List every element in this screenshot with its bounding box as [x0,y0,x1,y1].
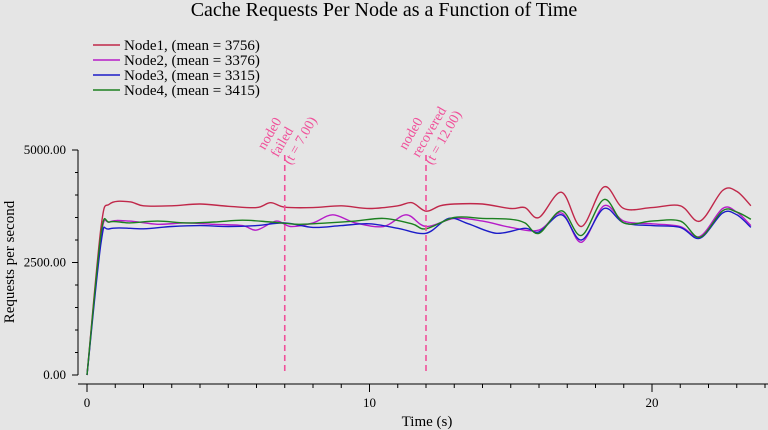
chart-title: Cache Requests Per Node as a Function of… [191,0,578,21]
x-tick-label: 20 [646,395,659,410]
legend-label-node4: Node4, (mean = 3415) [124,83,260,99]
x-tick-label: 0 [84,395,91,410]
series-line-node4 [86,198,752,376]
x-axis-title: Time (s) [402,414,453,430]
series-line-node2 [86,204,752,376]
y-axis-title: Requests per second [2,200,18,323]
legend-label-node2: Node2, (mean = 3376) [124,53,260,69]
legend-label-node3: Node3, (mean = 3315) [124,68,260,84]
legend: Node1, (mean = 3756)Node2, (mean = 3376)… [93,38,260,99]
legend-label-node1: Node1, (mean = 3756) [124,38,260,54]
y-tick-label: 0.00 [43,367,66,382]
y-tick-label: 5000.00 [24,142,66,157]
series-line-node1 [86,186,752,376]
series-line-node3 [86,207,752,376]
y-tick-label: 2500.00 [24,255,66,270]
x-tick-label: 10 [363,395,376,410]
